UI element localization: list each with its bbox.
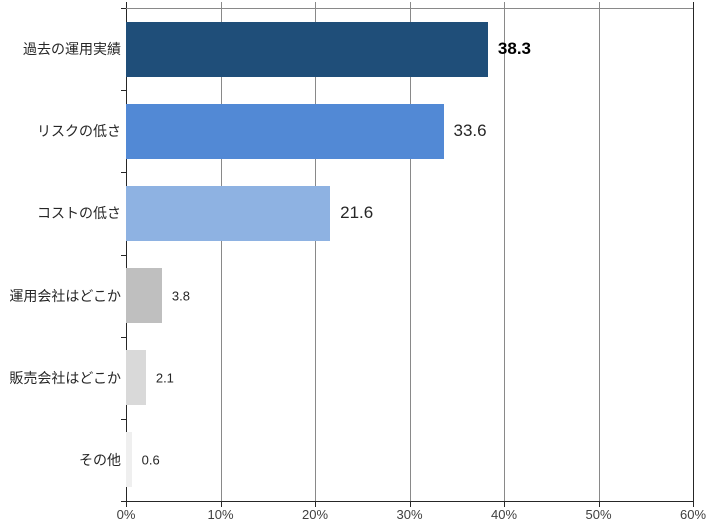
bar-value-label: 2.1	[155, 370, 174, 386]
category-label: リスクの低さ	[37, 123, 121, 140]
bar-1	[126, 103, 444, 159]
y-axis-tick	[121, 336, 126, 338]
x-axis-tick-label: 30%	[396, 507, 423, 522]
axis-line-vertical	[126, 2, 127, 501]
category-label: 過去の運用実績	[23, 41, 121, 58]
bar-value-label: 3.8	[171, 288, 190, 304]
gridline-vertical	[220, 2, 222, 501]
gridline-vertical	[315, 2, 316, 501]
bar-0	[126, 21, 488, 77]
y-axis-tick	[121, 254, 126, 256]
y-axis-tick	[121, 418, 126, 420]
bar-2	[126, 185, 331, 241]
x-axis-tick	[504, 501, 505, 507]
x-axis-line	[126, 501, 693, 502]
gridline-vertical	[409, 2, 411, 501]
bar-3	[126, 268, 162, 324]
category-label: 販売会社はどこか	[9, 369, 121, 386]
y-axis-tick	[121, 90, 126, 92]
x-axis-tick-label: 0%	[116, 507, 136, 522]
y-axis-tick	[121, 501, 126, 502]
x-axis-tick-label: 40%	[490, 507, 518, 522]
x-axis-tick	[693, 501, 694, 507]
x-axis-tick-label: 10%	[207, 507, 234, 522]
x-axis-tick	[315, 501, 316, 507]
x-axis-tick	[220, 501, 222, 507]
category-label: 運用会社はどこか	[9, 287, 121, 304]
plot-top-border	[126, 8, 693, 9]
gridline-vertical	[598, 2, 600, 501]
x-axis-tick	[126, 501, 127, 507]
bar-value-label: 21.6	[340, 203, 374, 223]
x-axis-tick	[409, 501, 411, 507]
category-label: その他	[79, 451, 121, 468]
bar-value-label: 33.6	[453, 121, 487, 141]
bar-value-label: 0.6	[141, 452, 160, 468]
x-axis-tick-label: 60%	[679, 507, 707, 522]
bar-value-label: 38.3	[497, 39, 532, 59]
category-label: コストの低さ	[37, 205, 121, 222]
y-axis-tick	[121, 172, 126, 174]
x-axis-tick-label: 50%	[585, 507, 612, 522]
bar-5	[126, 432, 132, 488]
axis-line-vertical	[693, 2, 694, 501]
x-axis-tick-label: 20%	[301, 507, 329, 522]
gridline-vertical	[504, 2, 505, 501]
bar-4	[126, 350, 146, 406]
y-axis-tick	[121, 8, 126, 9]
x-axis-tick	[598, 501, 600, 507]
plot-area: 38.3 33.6 21.6 3.8 2.1 0.6	[121, 2, 694, 507]
